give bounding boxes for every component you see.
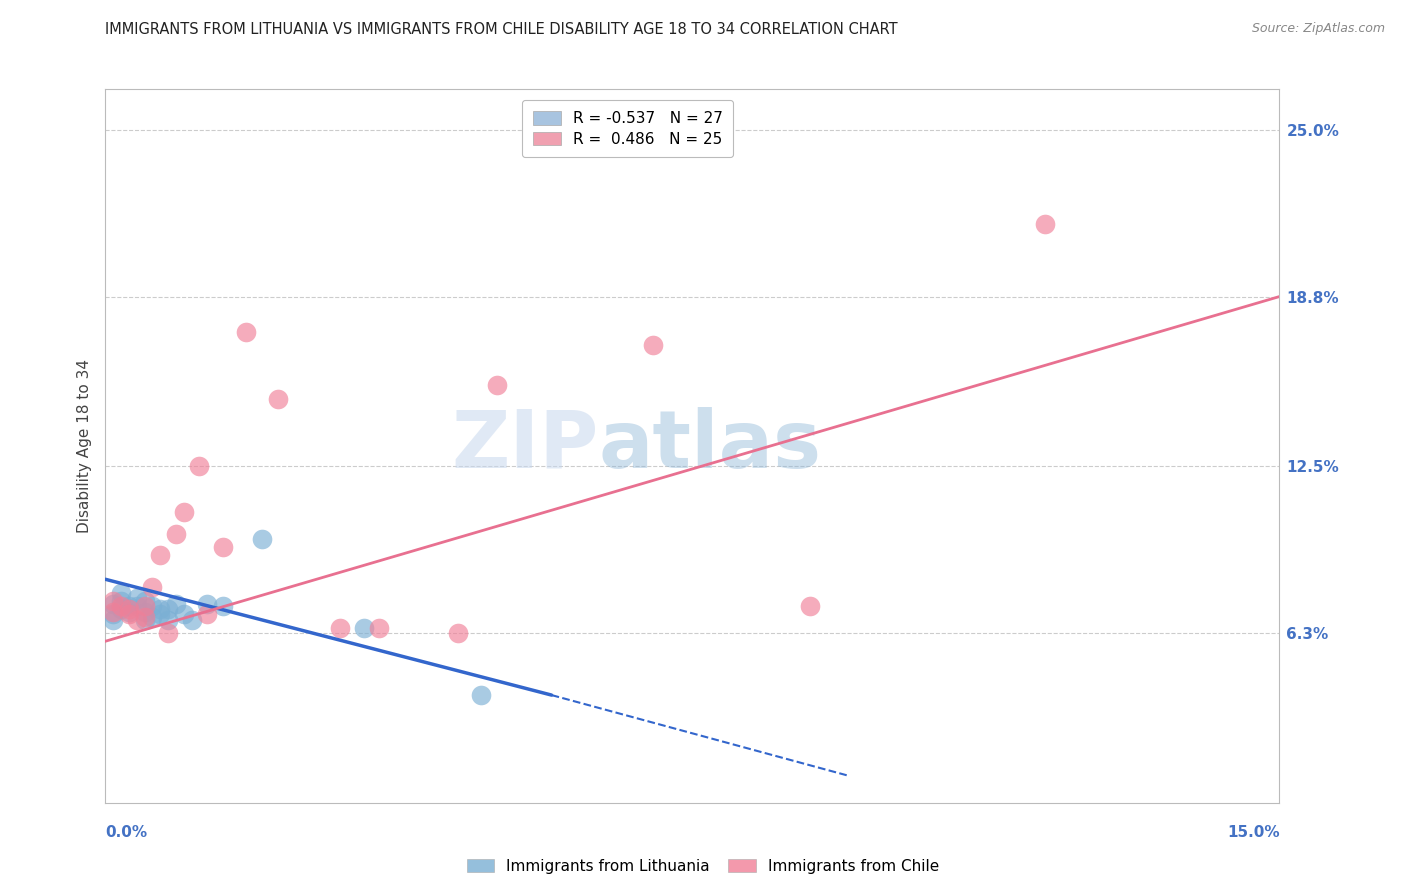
Point — [173, 505, 195, 519]
Legend: R = -0.537   N = 27, R =  0.486   N = 25: R = -0.537 N = 27, R = 0.486 N = 25 — [523, 101, 734, 157]
Point — [799, 599, 821, 614]
Text: atlas: atlas — [599, 407, 821, 485]
Point — [141, 610, 163, 624]
Y-axis label: Disability Age 18 to 34: Disability Age 18 to 34 — [76, 359, 91, 533]
Point — [125, 591, 148, 606]
Point — [103, 613, 125, 627]
Point — [157, 626, 180, 640]
Point — [134, 599, 156, 614]
Point — [149, 607, 172, 622]
Point — [368, 621, 391, 635]
Point — [118, 605, 141, 619]
Point — [134, 610, 156, 624]
Point — [470, 688, 492, 702]
Point — [110, 594, 132, 608]
Point — [211, 540, 233, 554]
Point — [165, 526, 187, 541]
Point — [134, 613, 156, 627]
Point — [643, 338, 665, 352]
Point — [157, 613, 180, 627]
Point — [446, 626, 468, 640]
Point — [110, 599, 132, 614]
Legend: Immigrants from Lithuania, Immigrants from Chile: Immigrants from Lithuania, Immigrants fr… — [461, 853, 945, 880]
Point — [195, 597, 218, 611]
Point — [485, 378, 508, 392]
Point — [110, 586, 132, 600]
Point — [118, 599, 141, 614]
Point — [149, 548, 172, 562]
Point — [165, 597, 187, 611]
Point — [329, 621, 352, 635]
Point — [134, 594, 156, 608]
Point — [188, 459, 211, 474]
Point — [353, 621, 375, 635]
Point — [141, 599, 163, 614]
Text: Source: ZipAtlas.com: Source: ZipAtlas.com — [1251, 22, 1385, 36]
Point — [141, 580, 163, 594]
Point — [110, 602, 132, 616]
Text: 15.0%: 15.0% — [1227, 825, 1279, 840]
Point — [118, 607, 141, 622]
Point — [235, 325, 257, 339]
Point — [1033, 217, 1056, 231]
Point — [125, 599, 148, 614]
Point — [149, 602, 172, 616]
Point — [173, 607, 195, 622]
Point — [211, 599, 233, 614]
Point — [103, 594, 125, 608]
Point — [125, 613, 148, 627]
Point — [118, 602, 141, 616]
Point — [180, 613, 202, 627]
Point — [103, 607, 125, 622]
Point — [103, 605, 125, 619]
Text: 0.0%: 0.0% — [105, 825, 148, 840]
Point — [195, 607, 218, 622]
Point — [134, 605, 156, 619]
Point — [250, 532, 273, 546]
Point — [266, 392, 288, 406]
Text: IMMIGRANTS FROM LITHUANIA VS IMMIGRANTS FROM CHILE DISABILITY AGE 18 TO 34 CORRE: IMMIGRANTS FROM LITHUANIA VS IMMIGRANTS … — [105, 22, 898, 37]
Text: ZIP: ZIP — [451, 407, 599, 485]
Point — [103, 597, 125, 611]
Point — [157, 602, 180, 616]
